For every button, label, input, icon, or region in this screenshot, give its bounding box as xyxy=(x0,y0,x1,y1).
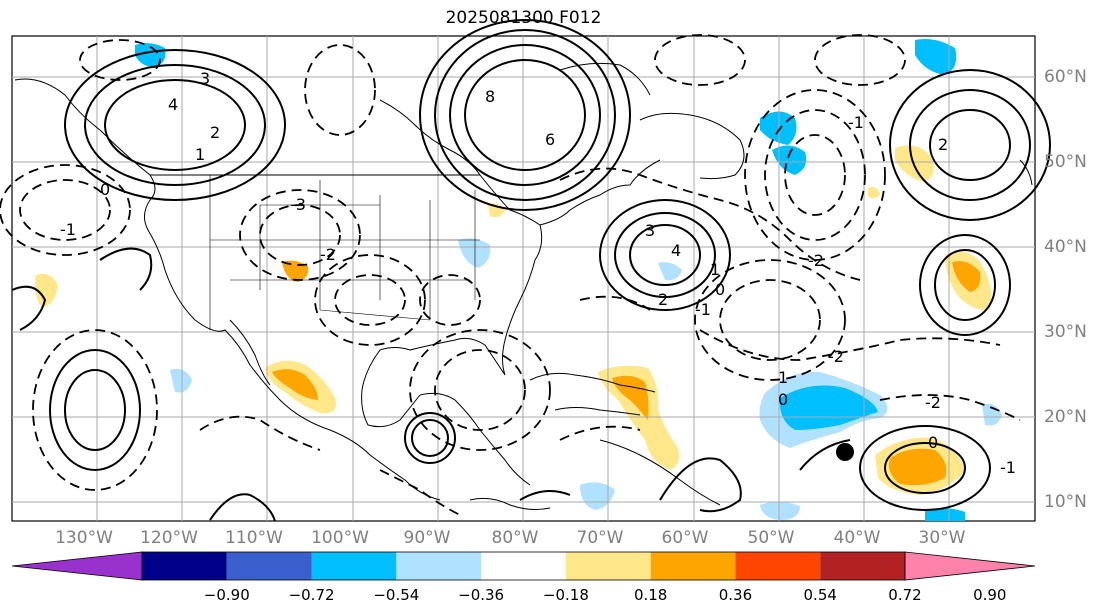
lon-label: 40°W xyxy=(833,528,881,548)
contour-label: -2 xyxy=(828,347,844,366)
contour-label: -1 xyxy=(695,300,711,319)
contour-label: 0 xyxy=(928,433,938,452)
contour-label: 0 xyxy=(778,390,788,409)
colorbar-segment xyxy=(650,552,736,580)
lat-label: 40°N xyxy=(1044,237,1087,257)
colorbar-tick-label: 0.90 xyxy=(973,586,1007,604)
contour-label: -1 xyxy=(848,113,864,132)
lon-label: 70°W xyxy=(576,528,624,548)
colorbar-tick-label: −0.54 xyxy=(373,586,420,604)
colorbar-tick-label: −0.36 xyxy=(458,586,505,604)
lon-label: 60°W xyxy=(661,528,709,548)
coastlines xyxy=(14,62,1033,510)
lon-label: 110°W xyxy=(225,528,283,548)
colorbar-segment xyxy=(820,552,905,580)
colorbar-outline xyxy=(141,551,906,581)
colorbar-tick-label: −0.90 xyxy=(203,586,250,604)
lat-label: 20°N xyxy=(1044,407,1087,427)
storm-marker xyxy=(836,443,854,461)
lon-label: 100°W xyxy=(311,528,369,548)
negative-contours xyxy=(0,34,1021,516)
contour-label: 4 xyxy=(671,241,681,260)
contour-label: -2 xyxy=(925,393,941,412)
lat-label: 50°N xyxy=(1044,152,1087,172)
contour-label: 3 xyxy=(200,69,210,88)
plot-title: 2025081300 F012 xyxy=(445,8,602,28)
contour-label: 4 xyxy=(168,95,178,114)
lon-label: 120°W xyxy=(140,528,198,548)
lon-label: 130°W xyxy=(55,528,113,548)
lat-label: 10°N xyxy=(1044,492,1087,512)
colorbar-segment xyxy=(311,552,397,580)
contour-label: 0 xyxy=(715,280,725,299)
colorbar-min-arrow xyxy=(11,551,143,581)
lat-label: 60°N xyxy=(1044,67,1087,87)
graticule xyxy=(12,36,1035,521)
colorbar-tick-label: 0.36 xyxy=(718,586,753,604)
colorbar xyxy=(11,551,1036,581)
contour-label: 1 xyxy=(778,368,788,387)
contour-labels: 4 3 2 1 0 -1 -2 -3 8 6 3 4 2 1 0 -1 -2 -… xyxy=(60,69,1016,477)
contour-label: 3 xyxy=(645,221,655,240)
lon-label: 50°W xyxy=(747,528,795,548)
contour-label: -2 xyxy=(808,251,824,270)
colorbar-segment xyxy=(142,552,227,580)
contour-label: 2 xyxy=(938,135,948,154)
lon-label: 30°W xyxy=(918,528,966,548)
contour-label: -1 xyxy=(1000,458,1016,477)
contour-label: 6 xyxy=(545,130,555,149)
colorbar-tick-label: −0.18 xyxy=(542,586,589,604)
shaded-anomalies xyxy=(34,39,1002,521)
contour-label: 8 xyxy=(485,87,495,106)
lon-label: 80°W xyxy=(491,528,539,548)
colorbar-segment xyxy=(735,552,821,580)
contour-label: -2 xyxy=(320,245,336,264)
colorbar-tick-label: 0.54 xyxy=(803,586,837,604)
contour-label: -1 xyxy=(60,220,76,239)
positive-contours xyxy=(11,19,1051,522)
colorbar-segment xyxy=(226,552,312,580)
lon-label: 90°W xyxy=(403,528,451,548)
contour-label: 1 xyxy=(195,145,205,164)
contour-label: -3 xyxy=(290,195,306,214)
colorbar-segment xyxy=(481,552,566,580)
colorbar-segment xyxy=(565,552,651,580)
contour-label: 2 xyxy=(210,123,220,142)
colorbar-tick-label: 0.18 xyxy=(633,586,668,604)
colorbar-segment xyxy=(396,552,482,580)
colorbar-tick-label: 0.72 xyxy=(888,586,922,604)
contour-label: 2 xyxy=(658,290,668,309)
lat-label: 30°N xyxy=(1044,322,1087,342)
contour-label: 0 xyxy=(100,180,110,199)
colorbar-max-arrow xyxy=(904,551,1036,581)
contour-label: 1 xyxy=(710,260,720,279)
colorbar-tick-label: −0.72 xyxy=(288,586,335,604)
